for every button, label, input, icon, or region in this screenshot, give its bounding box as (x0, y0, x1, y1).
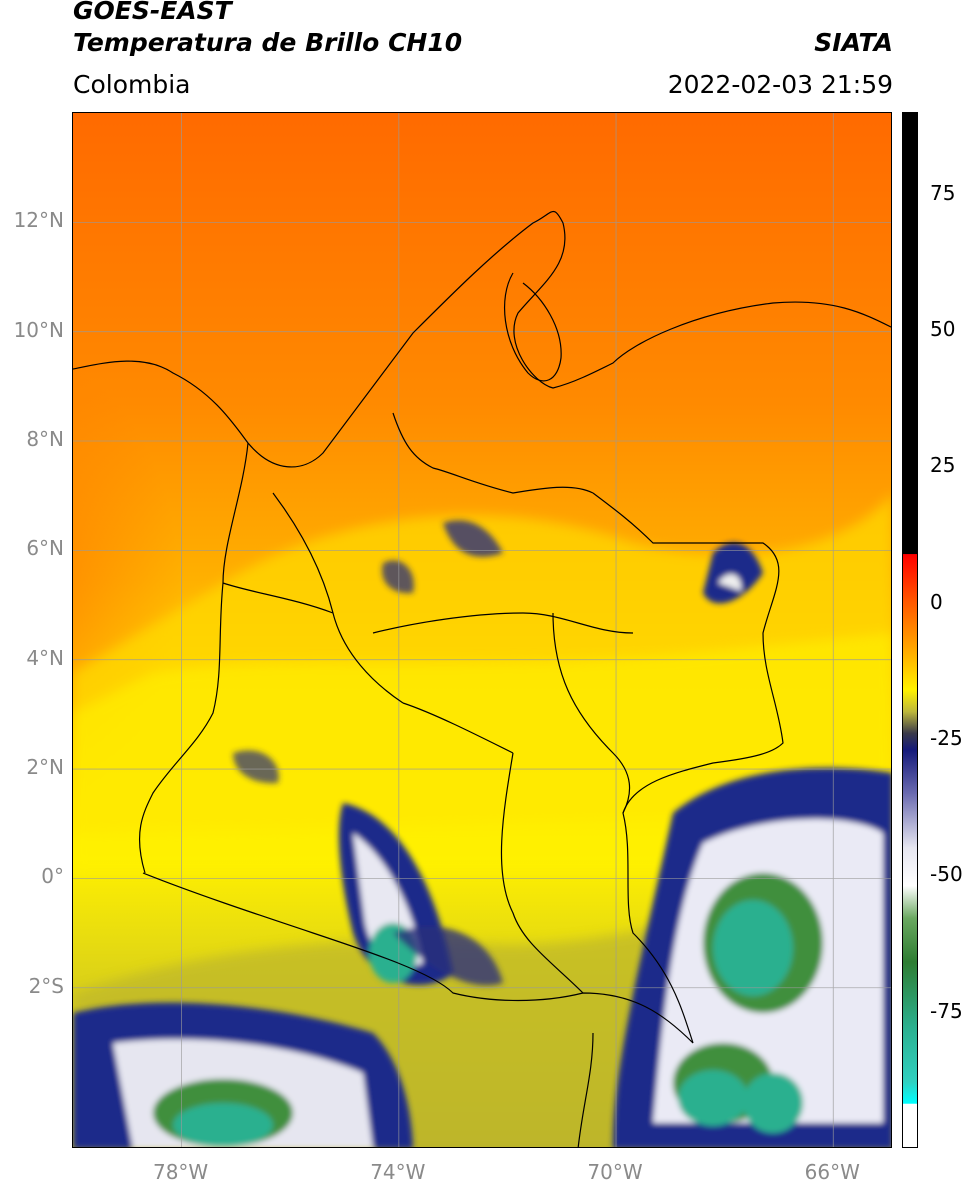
colorbar-tick-label: -50 (930, 862, 963, 887)
lat-tick-label: 4°N (26, 645, 64, 670)
colorbar-tick-label: 25 (930, 453, 956, 478)
lat-tick-label: 10°N (13, 317, 64, 342)
colorbar (902, 112, 918, 1148)
colorbar-tick-label: -75 (930, 998, 963, 1023)
lat-tick-label: 8°N (26, 427, 64, 452)
lat-tick-label: 12°N (13, 208, 64, 233)
lon-tick-label: 66°W (804, 1160, 860, 1184)
colorbar-tick-label: 0 (930, 589, 943, 614)
region-label: Colombia (73, 70, 191, 99)
satellite-title: GOES-EAST (73, 0, 232, 25)
colorbar-tick-label: -25 (930, 726, 963, 751)
graticule (73, 113, 891, 1147)
product-title: Temperatura de Brillo CH10 (73, 28, 463, 57)
lat-tick-label: 2°S (28, 973, 64, 998)
colorbar-tick-label: 50 (930, 317, 956, 342)
lon-tick-label: 74°W (370, 1160, 426, 1184)
timestamp-label: 2022-02-03 21:59 (667, 70, 893, 99)
cloud-systems (73, 520, 891, 1147)
lat-tick-label: 2°N (26, 755, 64, 780)
borders (73, 210, 891, 1147)
colorbar-tick-label: 75 (930, 180, 956, 205)
lon-tick-label: 70°W (587, 1160, 643, 1184)
brightness-temperature-map (73, 113, 891, 1147)
lat-tick-label: 0° (41, 864, 64, 889)
map-panel (72, 112, 892, 1148)
agency-label: SIATA (814, 28, 893, 57)
lat-tick-label: 6°N (26, 536, 64, 561)
lon-tick-label: 78°W (152, 1160, 209, 1184)
